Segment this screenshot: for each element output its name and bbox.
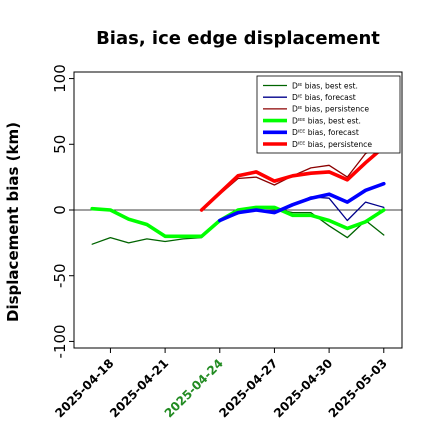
x-ticks: 2025-04-182025-04-212025-04-242025-04-27… xyxy=(52,348,390,420)
legend-label: Dᴵᴱ bias, forecast xyxy=(292,93,356,102)
legend-label: Dᴵᴱ bias, persistence xyxy=(292,105,369,114)
series-line xyxy=(218,181,386,223)
chart-title: Bias, ice edge displacement xyxy=(96,28,380,49)
legend-label: Dᴵᴱ bias, best est. xyxy=(292,81,358,90)
y-axis-label: Displacement bias (km) xyxy=(4,122,22,322)
legend-label: Dᴵᴱᴱ bias, persistence xyxy=(292,140,372,149)
legend-label: Dᴵᴱᴱ bias, forecast xyxy=(292,128,359,137)
series-line xyxy=(90,205,386,239)
series-lines xyxy=(90,143,386,245)
y-ticks: -100 -50 0 50 100 xyxy=(51,64,74,358)
y-tick-label: 100 xyxy=(51,64,69,93)
legend-box xyxy=(256,75,401,154)
legend-items: Dᴵᴱ bias, best est. Dᴵᴱ bias, forecast Dᴵᴱ… xyxy=(263,81,372,149)
x-tick-label: 2025-05-03 xyxy=(326,356,390,420)
y-tick-label: 50 xyxy=(51,135,69,154)
legend-label: Dᴵᴱᴱ bias, best est. xyxy=(292,116,361,125)
y-tick-label: -100 xyxy=(51,324,69,358)
legend: Dᴵᴱ bias, best est. Dᴵᴱ bias, forecast Dᴵᴱ… xyxy=(256,75,401,154)
y-tick-label: 0 xyxy=(51,205,69,215)
y-tick-label: -50 xyxy=(51,263,69,288)
series-line xyxy=(199,145,386,212)
